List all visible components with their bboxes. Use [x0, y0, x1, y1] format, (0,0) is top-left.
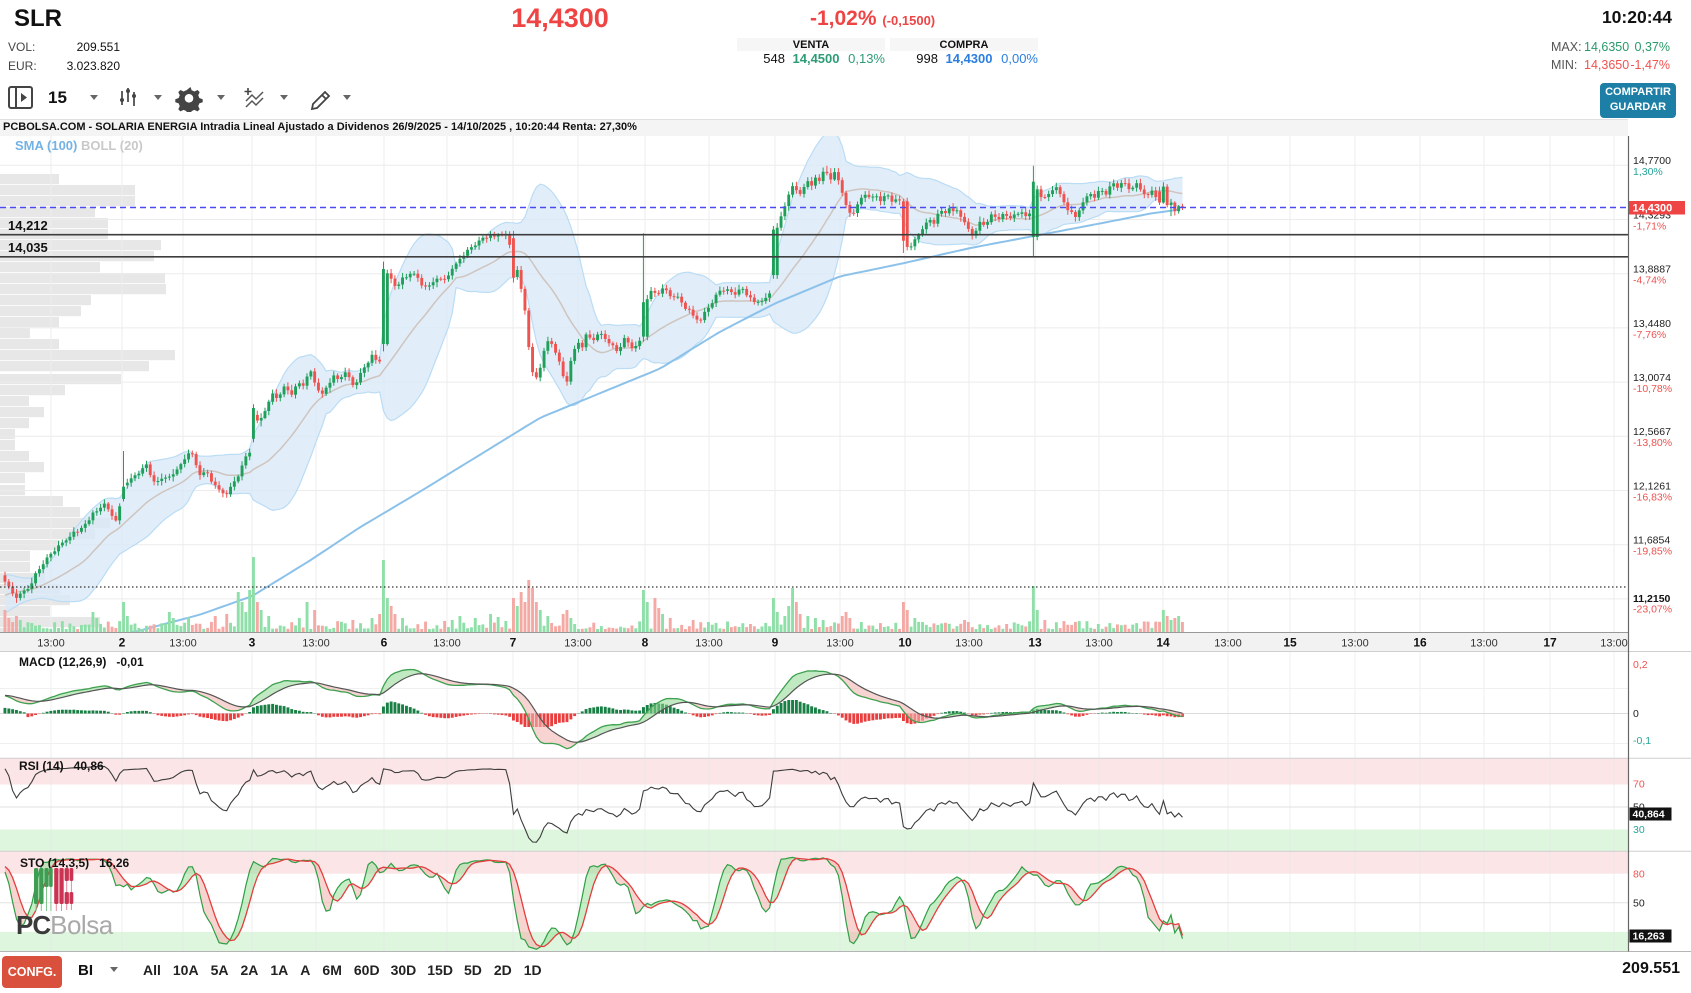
svg-text:13:00: 13:00: [826, 638, 854, 650]
svg-text:1,30%: 1,30%: [1633, 166, 1663, 178]
svg-text:13:00: 13:00: [302, 638, 330, 650]
svg-text:70: 70: [1633, 779, 1645, 791]
svg-text:0,2: 0,2: [1633, 659, 1648, 671]
svg-text:13:00: 13:00: [1085, 638, 1113, 650]
svg-text:10: 10: [898, 636, 912, 650]
svg-text:11,2150: 11,2150: [1633, 593, 1671, 605]
svg-text:6: 6: [381, 636, 388, 650]
svg-text:13:00: 13:00: [1600, 638, 1628, 650]
svg-text:13,8887: 13,8887: [1633, 264, 1671, 276]
svg-text:9: 9: [772, 636, 779, 650]
svg-text:-0,1: -0,1: [1633, 735, 1651, 747]
svg-text:80: 80: [1633, 869, 1645, 881]
svg-text:2: 2: [119, 636, 126, 650]
svg-text:14,7700: 14,7700: [1633, 155, 1671, 167]
svg-text:7: 7: [510, 636, 517, 650]
svg-text:16,263: 16,263: [1633, 931, 1665, 943]
svg-text:13:00: 13:00: [955, 638, 983, 650]
svg-text:50: 50: [1633, 898, 1645, 910]
svg-text:12,1261: 12,1261: [1633, 480, 1671, 492]
svg-text:15: 15: [1283, 636, 1297, 650]
svg-text:16: 16: [1413, 636, 1427, 650]
svg-text:13:00: 13:00: [564, 638, 592, 650]
svg-text:8: 8: [642, 636, 649, 650]
svg-text:14,035: 14,035: [8, 240, 48, 255]
svg-text:-1,71%: -1,71%: [1633, 220, 1666, 232]
svg-text:11,6854: 11,6854: [1633, 535, 1670, 547]
svg-text:-19,85%: -19,85%: [1633, 546, 1672, 558]
svg-text:-16,83%: -16,83%: [1633, 491, 1672, 503]
svg-text:13:00: 13:00: [1214, 638, 1242, 650]
svg-text:30: 30: [1633, 824, 1645, 836]
svg-text:-4,74%: -4,74%: [1633, 275, 1666, 287]
svg-text:40,864: 40,864: [1633, 809, 1665, 821]
svg-text:13: 13: [1028, 636, 1042, 650]
svg-text:13:00: 13:00: [695, 638, 723, 650]
svg-text:13:00: 13:00: [1470, 638, 1498, 650]
svg-text:17: 17: [1543, 636, 1557, 650]
svg-text:13,4480: 13,4480: [1633, 318, 1671, 330]
svg-text:-13,80%: -13,80%: [1633, 437, 1672, 449]
svg-text:-7,76%: -7,76%: [1633, 329, 1666, 341]
svg-text:13,0074: 13,0074: [1633, 372, 1671, 384]
svg-text:15: 15: [48, 88, 67, 107]
svg-text:13:00: 13:00: [1341, 638, 1369, 650]
svg-text:0: 0: [1633, 708, 1639, 720]
svg-text:13:00: 13:00: [169, 638, 197, 650]
svg-text:13:00: 13:00: [433, 638, 461, 650]
svg-text:14,4300: 14,4300: [1633, 203, 1673, 215]
svg-text:-10,78%: -10,78%: [1633, 383, 1672, 395]
svg-text:12,5667: 12,5667: [1633, 426, 1671, 438]
svg-text:14: 14: [1156, 636, 1170, 650]
svg-text:-23,07%: -23,07%: [1633, 604, 1672, 616]
svg-text:14,212: 14,212: [8, 218, 48, 233]
svg-text:13:00: 13:00: [37, 638, 65, 650]
svg-text:3: 3: [249, 636, 256, 650]
